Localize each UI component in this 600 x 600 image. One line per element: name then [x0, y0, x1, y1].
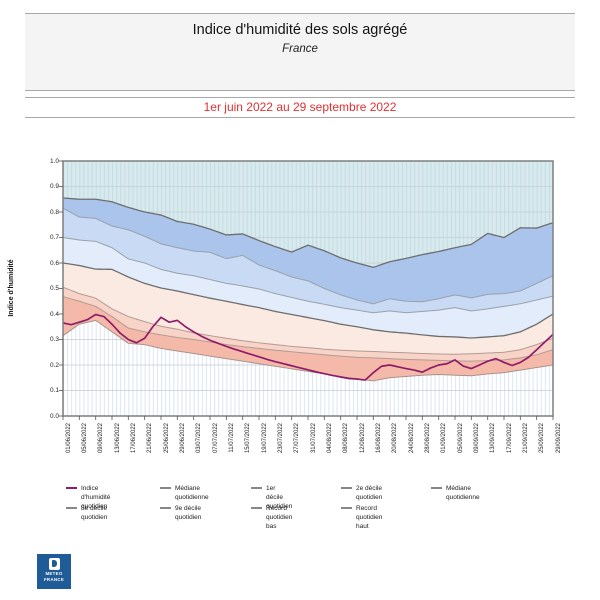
- x-tick-label: 13/09/2022: [490, 423, 497, 454]
- legend-label: Médiane quotidienne: [446, 485, 480, 502]
- x-tick-label: 25/09/2022: [539, 423, 546, 454]
- logo-text-line2: FRANCE: [43, 576, 65, 582]
- meteo-france-logo-icon: [48, 558, 60, 570]
- legend-marker-line: [251, 487, 262, 489]
- x-tick-label: 19/07/2022: [261, 423, 268, 454]
- legend-label: 8e décile quotidien: [81, 505, 108, 522]
- logo-text-line1: METEO: [45, 571, 63, 576]
- separator-line-period-top: [25, 97, 575, 98]
- x-tick-label: 17/06/2022: [130, 423, 137, 454]
- x-tick-label: 21/06/2022: [147, 423, 154, 454]
- y-tick-label: 0.6: [49, 259, 59, 267]
- y-tick-label: 0.5: [49, 285, 59, 292]
- x-tick-label: 11/07/2022: [228, 423, 235, 453]
- legend-marker-line: [66, 487, 77, 489]
- x-tick-label: 04/08/2022: [326, 423, 333, 454]
- legend-marker-line: [251, 507, 262, 509]
- x-tick-label: 08/08/2022: [343, 423, 350, 454]
- x-tick-label: 15/07/2022: [245, 423, 252, 454]
- legend-marker-line: [341, 487, 352, 489]
- x-tick-label: 31/07/2022: [310, 423, 317, 454]
- legend-label: 1er décile quotidien: [266, 485, 293, 511]
- legend-marker-line: [160, 507, 171, 509]
- y-tick-label: 0.7: [49, 234, 59, 241]
- period-text: 1er juin 2022 au 29 septembre 2022: [203, 100, 397, 114]
- y-tick-label: 1.0: [49, 157, 59, 165]
- x-tick-label: 03/07/2022: [196, 423, 203, 454]
- x-tick-label: 09/09/2022: [473, 423, 480, 454]
- x-tick-label: 23/07/2022: [277, 423, 284, 454]
- legend-label: Record quotidien haut: [356, 505, 383, 531]
- x-tick-label: 17/09/2022: [506, 423, 513, 454]
- separator-line-top: [25, 13, 575, 14]
- legend-marker-line: [160, 487, 171, 489]
- y-tick-label: 0.2: [49, 361, 59, 369]
- x-tick-label: 01/06/2022: [65, 423, 72, 454]
- x-tick-label: 12/08/2022: [359, 423, 366, 454]
- y-tick-label: 0.3: [49, 336, 59, 343]
- y-tick-label: 0.1: [49, 387, 59, 394]
- x-tick-label: 29/09/2022: [555, 423, 562, 454]
- legend-label: Indice d'humidité quotidien: [81, 485, 111, 511]
- legend-label: Record quotidien bas: [266, 505, 293, 531]
- x-tick-label: 07/07/2022: [212, 423, 219, 454]
- y-tick-label: 0.4: [49, 310, 59, 318]
- x-tick-label: 05/09/2022: [457, 423, 464, 454]
- legend-label: 9e décile quotidien: [175, 505, 202, 522]
- x-tick-label: 05/06/2022: [81, 423, 88, 454]
- legend-marker-line: [66, 507, 77, 509]
- x-tick-label: 28/08/2022: [424, 423, 431, 454]
- x-tick-label: 27/07/2022: [294, 423, 301, 454]
- legend-marker-line: [341, 507, 352, 509]
- x-tick-label: 20/08/2022: [392, 423, 399, 454]
- legend-label: 2e décile quotidien: [356, 485, 383, 502]
- x-tick-label: 01/09/2022: [441, 423, 448, 454]
- y-tick-label: 0.0: [49, 412, 59, 420]
- meteo-france-logo: METEO FRANCE: [37, 554, 71, 589]
- x-tick-label: 09/06/2022: [98, 423, 105, 454]
- page-subtitle: France: [282, 43, 318, 55]
- x-tick-label: 29/06/2022: [179, 423, 186, 454]
- y-tick-label: 0.8: [49, 208, 59, 216]
- x-tick-label: 21/09/2022: [522, 423, 529, 454]
- legend-marker-line: [431, 487, 442, 489]
- legend-label: Médiane quotidienne: [175, 485, 209, 502]
- y-tick-label: 0.9: [49, 183, 59, 190]
- y-axis-title: Indice d'humidité: [8, 259, 15, 317]
- x-tick-label: 13/06/2022: [114, 423, 121, 454]
- x-tick-label: 25/06/2022: [163, 423, 170, 454]
- header-box: [25, 14, 575, 90]
- separator-line-period-bottom: [25, 117, 575, 118]
- x-tick-label: 16/08/2022: [375, 423, 382, 454]
- page-title: Indice d'humidité des sols agrégé: [192, 22, 408, 38]
- separator-line-header-bottom: [25, 90, 575, 91]
- x-tick-label: 24/08/2022: [408, 423, 415, 454]
